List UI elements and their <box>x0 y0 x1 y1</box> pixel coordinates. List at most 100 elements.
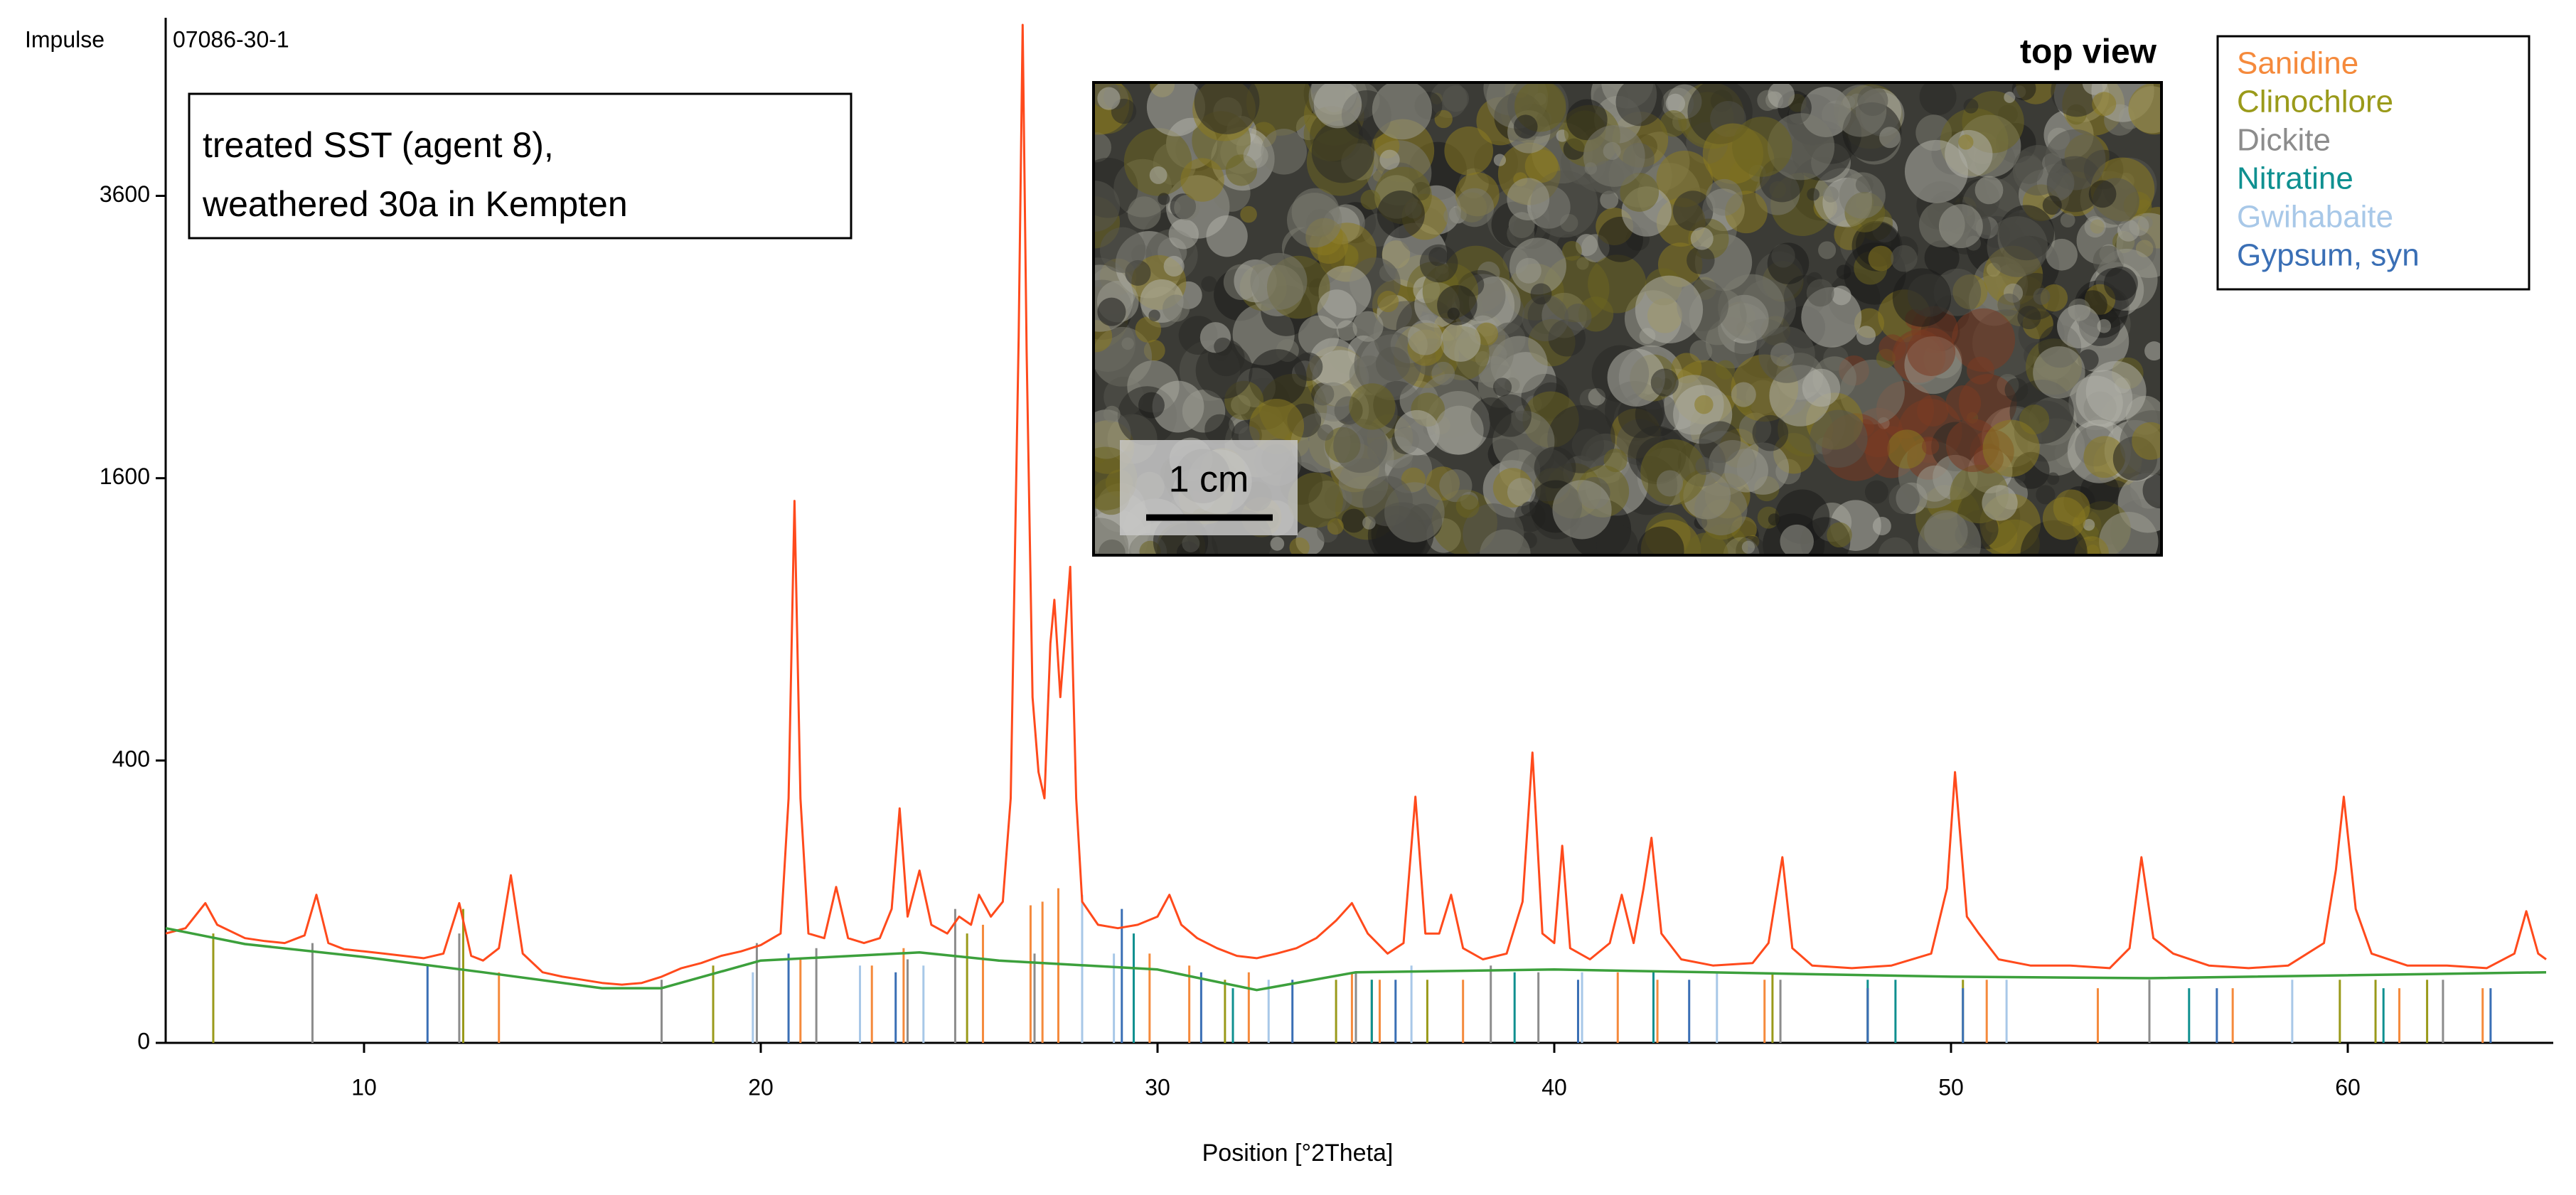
annotation-box <box>188 92 853 240</box>
photo-texture <box>1094 518 1129 555</box>
photo-texture <box>1752 414 1789 451</box>
photo-texture <box>1149 166 1167 184</box>
photo-texture <box>2004 91 2016 103</box>
photo-texture <box>1687 246 1715 274</box>
photo-texture <box>1958 134 1974 150</box>
photo-texture <box>1097 87 1121 110</box>
photo-texture <box>1552 480 1612 540</box>
photo-texture <box>1317 289 1357 329</box>
photo-texture <box>1982 419 2040 477</box>
photo-texture <box>1317 424 1334 441</box>
background-line <box>166 926 2547 992</box>
photo-texture <box>1313 82 1362 129</box>
photo-texture <box>1094 181 1121 232</box>
photo-texture <box>1249 399 1305 454</box>
photo-texture <box>1695 456 1714 476</box>
photo-texture <box>1635 275 1704 344</box>
photo-texture <box>2014 155 2043 184</box>
photo-texture <box>1288 472 1344 528</box>
photo-texture <box>1615 82 1664 127</box>
photo-texture <box>1379 149 1400 170</box>
photo-texture <box>1289 537 1310 555</box>
photo-texture <box>1341 508 1366 533</box>
photo-texture <box>1419 244 1458 283</box>
photo-texture <box>1982 485 2018 521</box>
photo-texture <box>1352 311 1384 342</box>
photo-texture <box>1564 303 1592 331</box>
photo-texture <box>1637 526 1684 555</box>
legend-entry: Gwihabaite <box>2237 200 2393 235</box>
photo-texture <box>1916 465 1953 502</box>
photo-texture <box>1135 316 1162 343</box>
photo-texture <box>1963 98 1979 114</box>
y-tick-label: 0 <box>137 1028 150 1054</box>
scale-bar-label: 1 cm <box>1169 459 1249 500</box>
photo-texture <box>1270 537 1285 551</box>
photo-texture <box>1583 125 1645 187</box>
photo-texture <box>2083 519 2095 531</box>
photo-texture <box>1194 82 1260 134</box>
photo-texture <box>1360 189 1381 210</box>
photo-texture <box>1443 207 1462 225</box>
photo-texture <box>1349 383 1396 430</box>
photo-texture <box>1684 532 1728 555</box>
x-tick-label: 30 <box>1145 1074 1170 1100</box>
photo-texture <box>1195 342 1253 399</box>
plot-clip <box>166 23 2547 1043</box>
photo-texture <box>1455 188 1495 227</box>
photo-texture <box>1146 82 1206 136</box>
photo-texture <box>1375 346 1411 382</box>
photo-texture <box>1492 377 1512 397</box>
photo-texture <box>1600 191 1619 210</box>
photo-texture <box>1706 178 1743 216</box>
x-tick-label: 60 <box>2335 1074 2361 1100</box>
photo-texture <box>2057 304 2101 349</box>
y-tick-label: 1600 <box>100 463 150 489</box>
photo-frame <box>1092 81 2163 557</box>
photo-texture <box>2128 82 2161 135</box>
photo-texture <box>1094 132 1112 163</box>
photo-texture <box>1455 494 1480 518</box>
photo-texture <box>1917 395 1949 427</box>
photo-texture <box>1650 368 1679 397</box>
photo-texture <box>2085 360 2147 422</box>
photo-texture <box>1214 337 1232 356</box>
photo-texture <box>1439 469 1473 503</box>
x-tick-label: 40 <box>1541 1074 1567 1100</box>
x-axis-label: Position [°2Theta] <box>1202 1140 1394 1167</box>
photo-texture <box>1868 245 1894 272</box>
photo-texture <box>1665 93 1686 114</box>
photo-texture <box>1856 326 1876 345</box>
photo-texture <box>1966 356 1994 385</box>
photo-texture <box>1888 483 1920 515</box>
x-tick-label: 10 <box>351 1074 377 1100</box>
photo-texture <box>1530 283 1552 305</box>
photo-texture <box>1444 126 1494 176</box>
photo-texture <box>1534 446 1576 489</box>
photo-texture <box>1103 405 1121 423</box>
photo-texture <box>2042 195 2062 215</box>
photo-texture <box>1974 176 2004 205</box>
photo-texture <box>1741 540 1755 554</box>
photo-texture <box>1904 139 1969 203</box>
photo-texture <box>1201 276 1217 292</box>
legend-entry: Nitratine <box>2237 161 2353 196</box>
photo-texture <box>1333 419 1388 473</box>
photo-texture <box>1872 516 1891 535</box>
photo-texture <box>1294 352 1323 381</box>
photo-texture <box>1509 237 1566 295</box>
photo-texture <box>1879 127 1901 149</box>
photo-texture <box>2044 129 2106 191</box>
legend-entry: Clinochlore <box>2237 85 2393 119</box>
y-tick-label: 400 <box>112 746 150 771</box>
photo-texture <box>1479 529 1531 555</box>
photo-texture <box>1441 321 1481 362</box>
photo-texture <box>1162 294 1190 322</box>
photo-texture <box>2104 266 2138 301</box>
photo-texture <box>1097 297 1126 326</box>
photo-texture <box>1394 409 1440 456</box>
photo-texture <box>1672 191 1714 231</box>
y-axis-label: Impulse <box>25 26 105 52</box>
